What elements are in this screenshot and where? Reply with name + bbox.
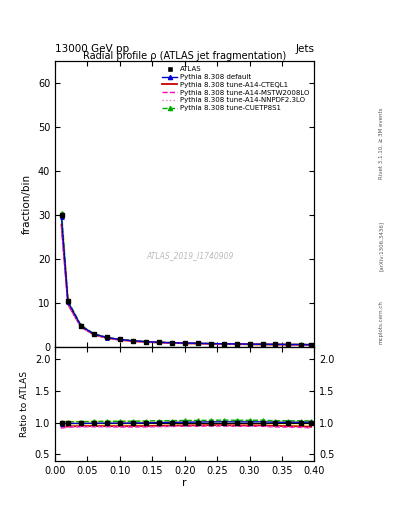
Text: [arXiv:1306.3436]: [arXiv:1306.3436] [379,221,384,271]
Text: ATLAS_2019_I1740909: ATLAS_2019_I1740909 [146,251,233,260]
Legend: ATLAS, Pythia 8.308 default, Pythia 8.308 tune-A14-CTEQL1, Pythia 8.308 tune-A14: ATLAS, Pythia 8.308 default, Pythia 8.30… [161,65,311,112]
Title: Radial profile ρ (ATLAS jet fragmentation): Radial profile ρ (ATLAS jet fragmentatio… [83,51,286,60]
Text: Rivet 3.1.10, ≥ 3M events: Rivet 3.1.10, ≥ 3M events [379,108,384,179]
Text: Jets: Jets [296,44,314,54]
X-axis label: r: r [182,478,187,488]
Text: 13000 GeV pp: 13000 GeV pp [55,44,129,54]
Text: mcplots.cern.ch: mcplots.cern.ch [379,301,384,345]
Y-axis label: fraction/bin: fraction/bin [22,174,32,234]
Y-axis label: Ratio to ATLAS: Ratio to ATLAS [20,371,29,437]
